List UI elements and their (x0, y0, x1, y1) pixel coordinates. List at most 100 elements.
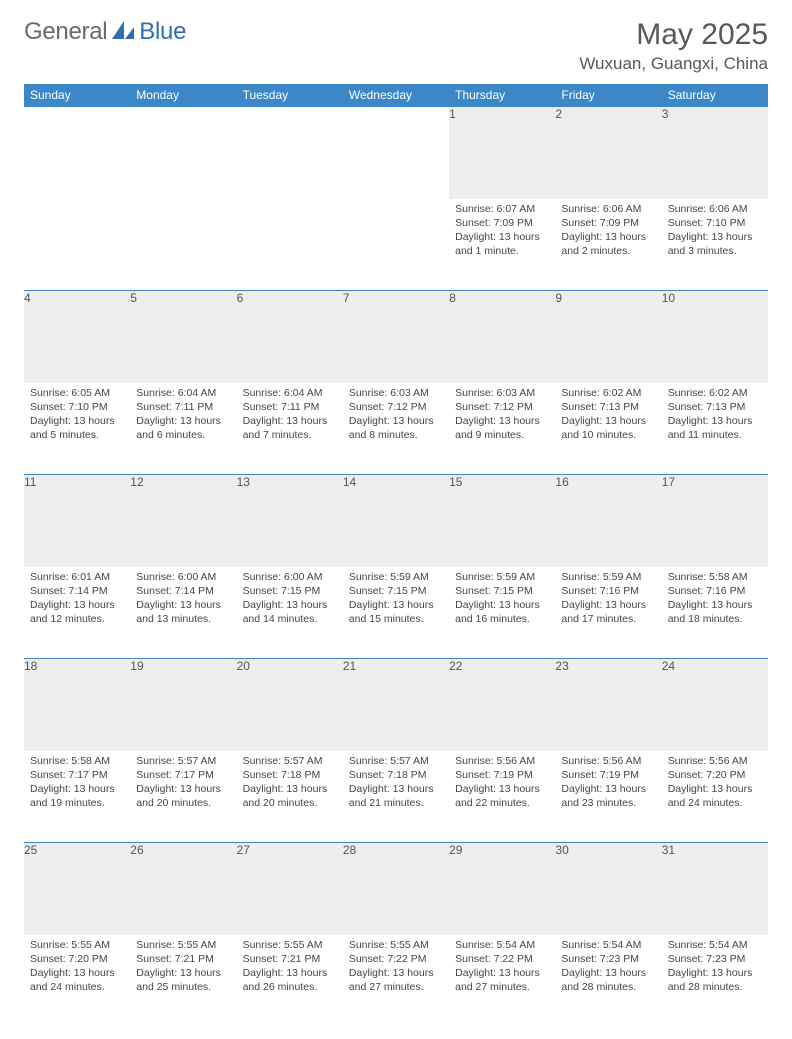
sunset-line: Sunset: 7:19 PM (561, 768, 655, 782)
day-header: Tuesday (237, 84, 343, 107)
day-cell: Sunrise: 5:55 AMSunset: 7:21 PMDaylight:… (130, 935, 236, 1027)
sunset-line: Sunset: 7:11 PM (243, 400, 337, 414)
sunset-line: Sunset: 7:10 PM (30, 400, 124, 414)
month-title: May 2025 (579, 18, 768, 52)
daylight-line: Daylight: 13 hours and 14 minutes. (243, 598, 337, 626)
sunrise-line: Sunrise: 5:59 AM (349, 570, 443, 584)
day-number-cell: 7 (343, 291, 449, 383)
day-cell: Sunrise: 5:55 AMSunset: 7:20 PMDaylight:… (24, 935, 130, 1027)
day-number-cell: 14 (343, 475, 449, 567)
day-cell-body: Sunrise: 5:54 AMSunset: 7:23 PMDaylight:… (555, 935, 661, 999)
sunset-line: Sunset: 7:17 PM (30, 768, 124, 782)
daylight-line: Daylight: 13 hours and 7 minutes. (243, 414, 337, 442)
day-number-cell (130, 107, 236, 199)
day-number-cell: 19 (130, 659, 236, 751)
day-cell-body: Sunrise: 5:55 AMSunset: 7:21 PMDaylight:… (237, 935, 343, 999)
day-cell-body: Sunrise: 6:02 AMSunset: 7:13 PMDaylight:… (662, 383, 768, 447)
daylight-line: Daylight: 13 hours and 5 minutes. (30, 414, 124, 442)
day-cell: Sunrise: 5:56 AMSunset: 7:20 PMDaylight:… (662, 751, 768, 843)
title-block: May 2025 Wuxuan, Guangxi, China (579, 18, 768, 74)
sunset-line: Sunset: 7:18 PM (349, 768, 443, 782)
sunset-line: Sunset: 7:10 PM (668, 216, 762, 230)
day-header: Monday (130, 84, 236, 107)
day-number-row: 45678910 (24, 291, 768, 383)
day-cell: Sunrise: 6:06 AMSunset: 7:10 PMDaylight:… (662, 199, 768, 291)
day-cell-body: Sunrise: 5:58 AMSunset: 7:17 PMDaylight:… (24, 751, 130, 815)
sunrise-line: Sunrise: 6:01 AM (30, 570, 124, 584)
day-cell-body: Sunrise: 5:58 AMSunset: 7:16 PMDaylight:… (662, 567, 768, 631)
day-number-cell: 30 (555, 843, 661, 935)
day-header: Saturday (662, 84, 768, 107)
sunrise-line: Sunrise: 5:55 AM (30, 938, 124, 952)
day-number-cell: 18 (24, 659, 130, 751)
day-cell-body: Sunrise: 5:54 AMSunset: 7:23 PMDaylight:… (662, 935, 768, 999)
sunrise-line: Sunrise: 6:04 AM (243, 386, 337, 400)
day-number-row: 11121314151617 (24, 475, 768, 567)
calendar-page: General Blue May 2025 Wuxuan, Guangxi, C… (0, 0, 792, 1039)
daylight-line: Daylight: 13 hours and 28 minutes. (668, 966, 762, 994)
sunrise-line: Sunrise: 5:59 AM (455, 570, 549, 584)
week-row: Sunrise: 5:58 AMSunset: 7:17 PMDaylight:… (24, 751, 768, 843)
daylight-line: Daylight: 13 hours and 2 minutes. (561, 230, 655, 258)
daylight-line: Daylight: 13 hours and 22 minutes. (455, 782, 549, 810)
sunset-line: Sunset: 7:09 PM (455, 216, 549, 230)
sunrise-line: Sunrise: 5:55 AM (136, 938, 230, 952)
day-number-cell: 6 (237, 291, 343, 383)
day-number-cell: 5 (130, 291, 236, 383)
sail-icon (110, 19, 136, 46)
day-cell: Sunrise: 5:54 AMSunset: 7:23 PMDaylight:… (555, 935, 661, 1027)
sunset-line: Sunset: 7:21 PM (136, 952, 230, 966)
day-number-cell: 22 (449, 659, 555, 751)
sunset-line: Sunset: 7:15 PM (349, 584, 443, 598)
daylight-line: Daylight: 13 hours and 17 minutes. (561, 598, 655, 626)
day-cell: Sunrise: 6:03 AMSunset: 7:12 PMDaylight:… (449, 383, 555, 475)
day-number-cell: 2 (555, 107, 661, 199)
daylight-line: Daylight: 13 hours and 20 minutes. (136, 782, 230, 810)
day-cell: Sunrise: 5:58 AMSunset: 7:16 PMDaylight:… (662, 567, 768, 659)
week-row: Sunrise: 5:55 AMSunset: 7:20 PMDaylight:… (24, 935, 768, 1027)
day-cell: Sunrise: 6:04 AMSunset: 7:11 PMDaylight:… (237, 383, 343, 475)
day-cell: Sunrise: 5:58 AMSunset: 7:17 PMDaylight:… (24, 751, 130, 843)
sunset-line: Sunset: 7:12 PM (455, 400, 549, 414)
day-cell: Sunrise: 5:55 AMSunset: 7:22 PMDaylight:… (343, 935, 449, 1027)
day-cell-body: Sunrise: 6:00 AMSunset: 7:14 PMDaylight:… (130, 567, 236, 631)
day-cell: Sunrise: 6:01 AMSunset: 7:14 PMDaylight:… (24, 567, 130, 659)
sunset-line: Sunset: 7:14 PM (30, 584, 124, 598)
day-cell-body: Sunrise: 5:55 AMSunset: 7:22 PMDaylight:… (343, 935, 449, 999)
sunset-line: Sunset: 7:23 PM (668, 952, 762, 966)
day-cell: Sunrise: 5:57 AMSunset: 7:17 PMDaylight:… (130, 751, 236, 843)
sunrise-line: Sunrise: 6:02 AM (668, 386, 762, 400)
day-cell: Sunrise: 5:55 AMSunset: 7:21 PMDaylight:… (237, 935, 343, 1027)
day-cell-body: Sunrise: 6:04 AMSunset: 7:11 PMDaylight:… (130, 383, 236, 447)
sunset-line: Sunset: 7:13 PM (561, 400, 655, 414)
sunrise-line: Sunrise: 5:59 AM (561, 570, 655, 584)
day-number-cell: 13 (237, 475, 343, 567)
day-cell (237, 199, 343, 291)
daylight-line: Daylight: 13 hours and 24 minutes. (668, 782, 762, 810)
day-cell-body: Sunrise: 5:57 AMSunset: 7:17 PMDaylight:… (130, 751, 236, 815)
day-cell: Sunrise: 6:03 AMSunset: 7:12 PMDaylight:… (343, 383, 449, 475)
day-number-cell: 27 (237, 843, 343, 935)
brand-word2: Blue (139, 18, 186, 46)
sunrise-line: Sunrise: 6:06 AM (668, 202, 762, 216)
daylight-line: Daylight: 13 hours and 21 minutes. (349, 782, 443, 810)
sunrise-line: Sunrise: 5:56 AM (668, 754, 762, 768)
day-cell: Sunrise: 5:54 AMSunset: 7:22 PMDaylight:… (449, 935, 555, 1027)
sunrise-line: Sunrise: 5:56 AM (561, 754, 655, 768)
sunrise-line: Sunrise: 5:58 AM (30, 754, 124, 768)
day-number-cell: 15 (449, 475, 555, 567)
day-cell-body: Sunrise: 5:56 AMSunset: 7:19 PMDaylight:… (449, 751, 555, 815)
day-cell: Sunrise: 6:06 AMSunset: 7:09 PMDaylight:… (555, 199, 661, 291)
day-number-cell: 11 (24, 475, 130, 567)
sunrise-line: Sunrise: 5:57 AM (243, 754, 337, 768)
day-header: Thursday (449, 84, 555, 107)
day-cell-body: Sunrise: 6:00 AMSunset: 7:15 PMDaylight:… (237, 567, 343, 631)
daylight-line: Daylight: 13 hours and 20 minutes. (243, 782, 337, 810)
sunset-line: Sunset: 7:23 PM (561, 952, 655, 966)
day-number-cell: 12 (130, 475, 236, 567)
day-cell: Sunrise: 6:02 AMSunset: 7:13 PMDaylight:… (662, 383, 768, 475)
day-cell: Sunrise: 6:07 AMSunset: 7:09 PMDaylight:… (449, 199, 555, 291)
sunset-line: Sunset: 7:15 PM (243, 584, 337, 598)
daylight-line: Daylight: 13 hours and 19 minutes. (30, 782, 124, 810)
daylight-line: Daylight: 13 hours and 18 minutes. (668, 598, 762, 626)
